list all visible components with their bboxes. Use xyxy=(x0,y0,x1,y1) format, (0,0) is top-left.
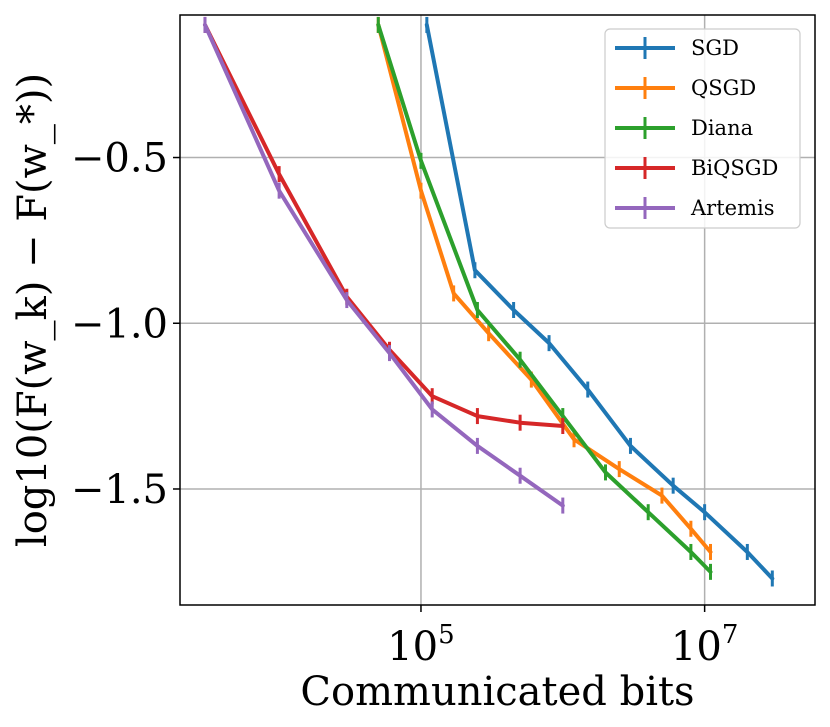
x-axis-title: Communicated bits xyxy=(300,669,694,715)
series-line-biqsgd xyxy=(203,22,565,428)
legend-label-diana: Diana xyxy=(691,116,753,140)
legend: SGD QSGD Diana BiQSGD Artemis xyxy=(604,28,801,229)
y-axis-ticks: −0.5 −1.0 −1.5 xyxy=(71,136,180,513)
y-axis-title: log10(F(w_k) − F(w_*)) xyxy=(10,73,56,547)
legend-box xyxy=(604,28,801,229)
series-line-qsgd xyxy=(376,22,713,554)
y-tick-label: −0.5 xyxy=(71,136,168,182)
y-tick-label: −1.5 xyxy=(71,467,168,513)
legend-label-sgd: SGD xyxy=(691,36,739,60)
x-axis-ticks: 105 107 xyxy=(387,605,738,670)
legend-label-biqsgd: BiQSGD xyxy=(691,156,778,180)
series-layer xyxy=(203,16,775,587)
x-tick-label: 105 xyxy=(387,620,454,670)
legend-label-qsgd: QSGD xyxy=(691,76,756,100)
legend-label-artemis: Artemis xyxy=(690,196,774,220)
x-tick-label: 107 xyxy=(671,620,738,670)
y-tick-label: −1.0 xyxy=(71,301,168,347)
plot-frame xyxy=(179,14,816,606)
series-line-artemis xyxy=(203,22,565,508)
series-line-sgd xyxy=(424,22,775,581)
